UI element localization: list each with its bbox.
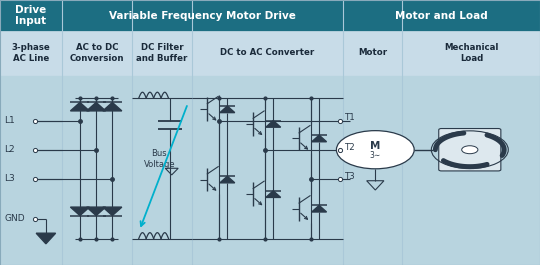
Text: Mechanical
Load: Mechanical Load (444, 43, 498, 63)
Text: DC to AC Converter: DC to AC Converter (220, 48, 314, 57)
Text: L3: L3 (4, 174, 15, 183)
Text: DC Filter
and Buffer: DC Filter and Buffer (136, 43, 188, 63)
Text: GND: GND (4, 214, 25, 223)
Text: Variable Frequency Motor Drive: Variable Frequency Motor Drive (109, 11, 296, 20)
Text: M: M (370, 141, 381, 151)
Text: T1: T1 (345, 113, 355, 122)
Polygon shape (266, 191, 281, 197)
Text: L1: L1 (4, 116, 15, 125)
Text: Bus
Voltage: Bus Voltage (144, 149, 175, 169)
Polygon shape (70, 102, 90, 111)
Text: 3∼: 3∼ (370, 151, 381, 160)
Text: 3-phase
AC Line: 3-phase AC Line (11, 43, 50, 63)
Polygon shape (70, 207, 90, 216)
Polygon shape (220, 176, 235, 183)
Polygon shape (86, 207, 106, 216)
FancyBboxPatch shape (438, 129, 501, 171)
Text: L2: L2 (4, 145, 15, 154)
Polygon shape (220, 106, 235, 113)
Text: Motor and Load: Motor and Load (395, 11, 488, 20)
Text: Drive
Input: Drive Input (16, 5, 46, 26)
Text: Motor: Motor (358, 48, 387, 57)
Bar (0, 0, 540, 31)
Text: T2: T2 (345, 143, 355, 152)
Bar (0, 31, 540, 75)
Polygon shape (86, 102, 106, 111)
Polygon shape (36, 233, 56, 244)
Text: T3: T3 (345, 172, 355, 181)
Polygon shape (312, 135, 327, 142)
Text: AC to DC
Conversion: AC to DC Conversion (70, 43, 124, 63)
Circle shape (336, 131, 414, 169)
Polygon shape (103, 102, 122, 111)
Polygon shape (103, 207, 122, 216)
Polygon shape (266, 121, 281, 127)
Polygon shape (312, 205, 327, 212)
Circle shape (462, 146, 478, 154)
